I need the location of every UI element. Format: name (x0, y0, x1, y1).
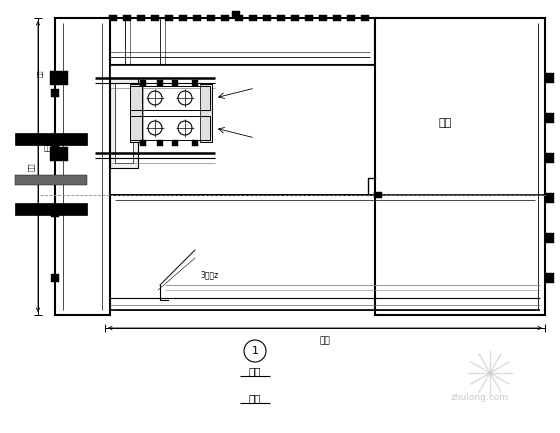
Bar (130, 84, 142, 142)
Bar (109, 15, 117, 21)
Bar (55, 18, 110, 315)
Bar (151, 15, 159, 21)
Bar (110, 65, 375, 195)
Bar (50, 147, 68, 161)
Text: 根付: 根付 (38, 69, 44, 77)
Bar (546, 153, 554, 163)
Bar (546, 273, 554, 283)
Text: 室外: 室外 (249, 366, 262, 376)
Text: 室内: 室内 (249, 393, 262, 403)
Bar (347, 15, 355, 21)
Bar (263, 15, 271, 21)
Text: 根付: 根付 (320, 336, 330, 345)
Bar (15, 203, 87, 215)
Bar (192, 80, 198, 86)
Bar (157, 80, 163, 86)
Bar (319, 15, 327, 21)
Bar (235, 15, 243, 21)
Bar (115, 83, 133, 163)
Bar (375, 18, 545, 315)
Text: 3倍胶z: 3倍胶z (200, 271, 218, 279)
Text: 室内: 室内 (438, 118, 451, 128)
Bar (546, 193, 554, 203)
Bar (15, 175, 87, 185)
Bar (374, 192, 382, 198)
Bar (232, 11, 240, 17)
Bar (249, 15, 257, 21)
Bar (546, 113, 554, 123)
Bar (291, 15, 299, 21)
Bar (172, 140, 178, 146)
Bar (51, 139, 59, 147)
Text: 根付: 根付 (44, 145, 52, 151)
Bar (130, 116, 210, 140)
Bar (305, 15, 313, 21)
Bar (51, 89, 59, 97)
Bar (200, 84, 212, 142)
Bar (105, 18, 375, 65)
Bar (50, 71, 68, 85)
Bar (51, 209, 59, 217)
Bar (123, 15, 131, 21)
Bar (546, 73, 554, 83)
Text: zhulong.com: zhulong.com (451, 394, 509, 403)
Bar (137, 15, 145, 21)
Text: 1: 1 (251, 346, 259, 356)
Bar (110, 78, 138, 168)
Bar (140, 80, 146, 86)
Bar (277, 15, 285, 21)
Bar (140, 140, 146, 146)
Bar (15, 133, 87, 145)
Bar (165, 15, 173, 21)
Bar (333, 15, 341, 21)
Text: 根付: 根付 (29, 163, 35, 171)
Bar (546, 233, 554, 243)
Bar (179, 15, 187, 21)
Bar (361, 15, 369, 21)
Bar (130, 86, 210, 110)
Bar (172, 80, 178, 86)
Bar (51, 274, 59, 282)
Bar (193, 15, 201, 21)
Bar (207, 15, 215, 21)
Bar (157, 140, 163, 146)
Bar (192, 140, 198, 146)
Bar (221, 15, 229, 21)
